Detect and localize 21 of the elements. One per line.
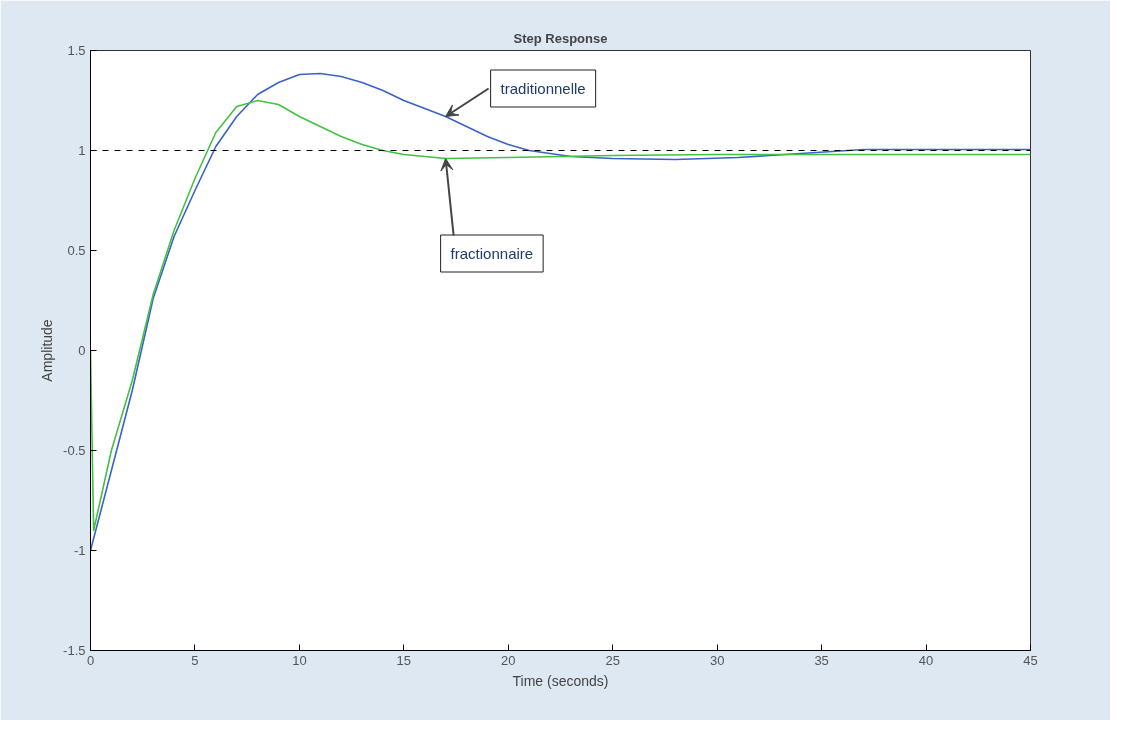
y-tick-label: -1.5 [63, 643, 86, 658]
x-tick-label: 10 [292, 652, 307, 668]
y-tick-label: -1 [73, 543, 86, 558]
y-tick-label: -0.5 [63, 443, 86, 458]
x-tick-label: 20 [501, 652, 516, 668]
x-tick-label: 45 [1023, 652, 1038, 668]
annotation: fractionnaire [450, 245, 534, 262]
x-tick-label: 35 [814, 652, 829, 668]
y-tick-label: 1.5 [67, 43, 86, 58]
y-tick-label: 0 [78, 343, 86, 358]
x-tick-label: 5 [191, 652, 199, 668]
x-tick-label: 15 [396, 652, 412, 668]
x-tick-label: 25 [605, 652, 620, 668]
x-tick-label: 40 [918, 652, 934, 668]
chart-title: Step Response [513, 30, 608, 46]
y-axis-title: Amplitude [39, 319, 56, 382]
x-tick-label: 30 [709, 652, 725, 668]
y-tick-label: 0.5 [67, 243, 86, 258]
y-tick-label: 1 [78, 143, 86, 158]
x-axis-title: Time (seconds) [512, 672, 609, 689]
annotation: traditionnelle [500, 80, 586, 97]
